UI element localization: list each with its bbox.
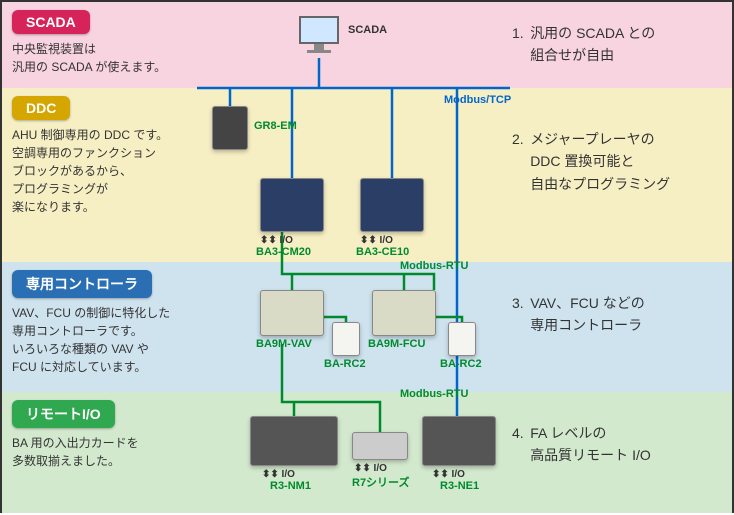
badge-ddc: DDC — [12, 96, 70, 120]
system-diagram: SCADA 中央監視装置は 汎用の SCADA が使えます。 1.汎用の SCA… — [0, 0, 734, 513]
label-r3ne1: R3-NE1 — [440, 480, 479, 492]
device-r7 — [352, 432, 408, 460]
right-text-3: VAV、FCU などの 専用コントローラ — [530, 292, 645, 337]
badge-scada: SCADA — [12, 10, 90, 34]
device-ba9mvav — [260, 290, 324, 336]
device-barc2a — [332, 322, 360, 356]
label-modbus-rtu-1: Modbus-RTU — [400, 260, 468, 272]
label-modbus-tcp: Modbus/TCP — [444, 94, 511, 106]
label-barc2a: BA-RC2 — [324, 358, 366, 370]
io-r3nm1: ⬍⬍ I/O — [262, 469, 295, 480]
label-ba9mfcu: BA9M-FCU — [368, 338, 425, 350]
num-2: 2. — [512, 128, 530, 150]
device-ba3cm20 — [260, 178, 324, 232]
right-text-1: 汎用の SCADA との 組合せが自由 — [530, 22, 655, 67]
io-r7: ⬍⬍ I/O — [354, 463, 387, 474]
num-1: 1. — [512, 22, 530, 44]
num-3: 3. — [512, 292, 530, 314]
layer-scada: SCADA 中央監視装置は 汎用の SCADA が使えます。 1.汎用の SCA… — [2, 2, 732, 88]
badge-rio: リモートI/O — [12, 400, 115, 428]
num-4: 4. — [512, 422, 530, 444]
io-ba3ce10: ⬍⬍ I/O — [360, 235, 393, 246]
label-ba9mvav: BA9M-VAV — [256, 338, 312, 350]
right-text-2: メジャープレーヤの DDC 置換可能と 自由なプログラミング — [530, 128, 670, 195]
label-barc2b: BA-RC2 — [440, 358, 482, 370]
device-scada-pc — [295, 16, 343, 56]
badge-ctrl: 専用コントローラ — [12, 270, 152, 298]
right-text-4: FA レベルの 高品質リモート I/O — [530, 422, 651, 467]
device-gr8em — [212, 106, 248, 150]
label-ba3cm20: BA3-CM20 — [256, 246, 311, 258]
io-ba3cm20: ⬍⬍ I/O — [260, 235, 293, 246]
desc-ctrl: VAV、FCU の制御に特化した 専用コントローラです。 いろいろな種類の VA… — [12, 304, 187, 376]
label-scada-pc: SCADA — [348, 24, 387, 36]
desc-scada: 中央監視装置は 汎用の SCADA が使えます。 — [12, 40, 187, 76]
device-barc2b — [448, 322, 476, 356]
desc-ddc: AHU 制御専用の DDC です。 空調専用のファンクション ブロックがあるから… — [12, 126, 187, 216]
device-r3ne1 — [422, 416, 496, 466]
desc-rio: BA 用の入出力カードを 多数取揃えました。 — [12, 434, 187, 470]
device-ba3ce10 — [360, 178, 424, 232]
device-r3nm1 — [250, 416, 338, 466]
label-gr8em: GR8-EM — [254, 120, 297, 132]
label-modbus-rtu-2: Modbus-RTU — [400, 388, 468, 400]
label-r3nm1: R3-NM1 — [270, 480, 311, 492]
label-ba3ce10: BA3-CE10 — [356, 246, 409, 258]
io-r3ne1: ⬍⬍ I/O — [432, 469, 465, 480]
label-r7: R7シリーズ — [352, 474, 410, 490]
device-ba9mfcu — [372, 290, 436, 336]
layer-ctrl: 専用コントローラ VAV、FCU の制御に特化した 専用コントローラです。 いろ… — [2, 262, 732, 392]
